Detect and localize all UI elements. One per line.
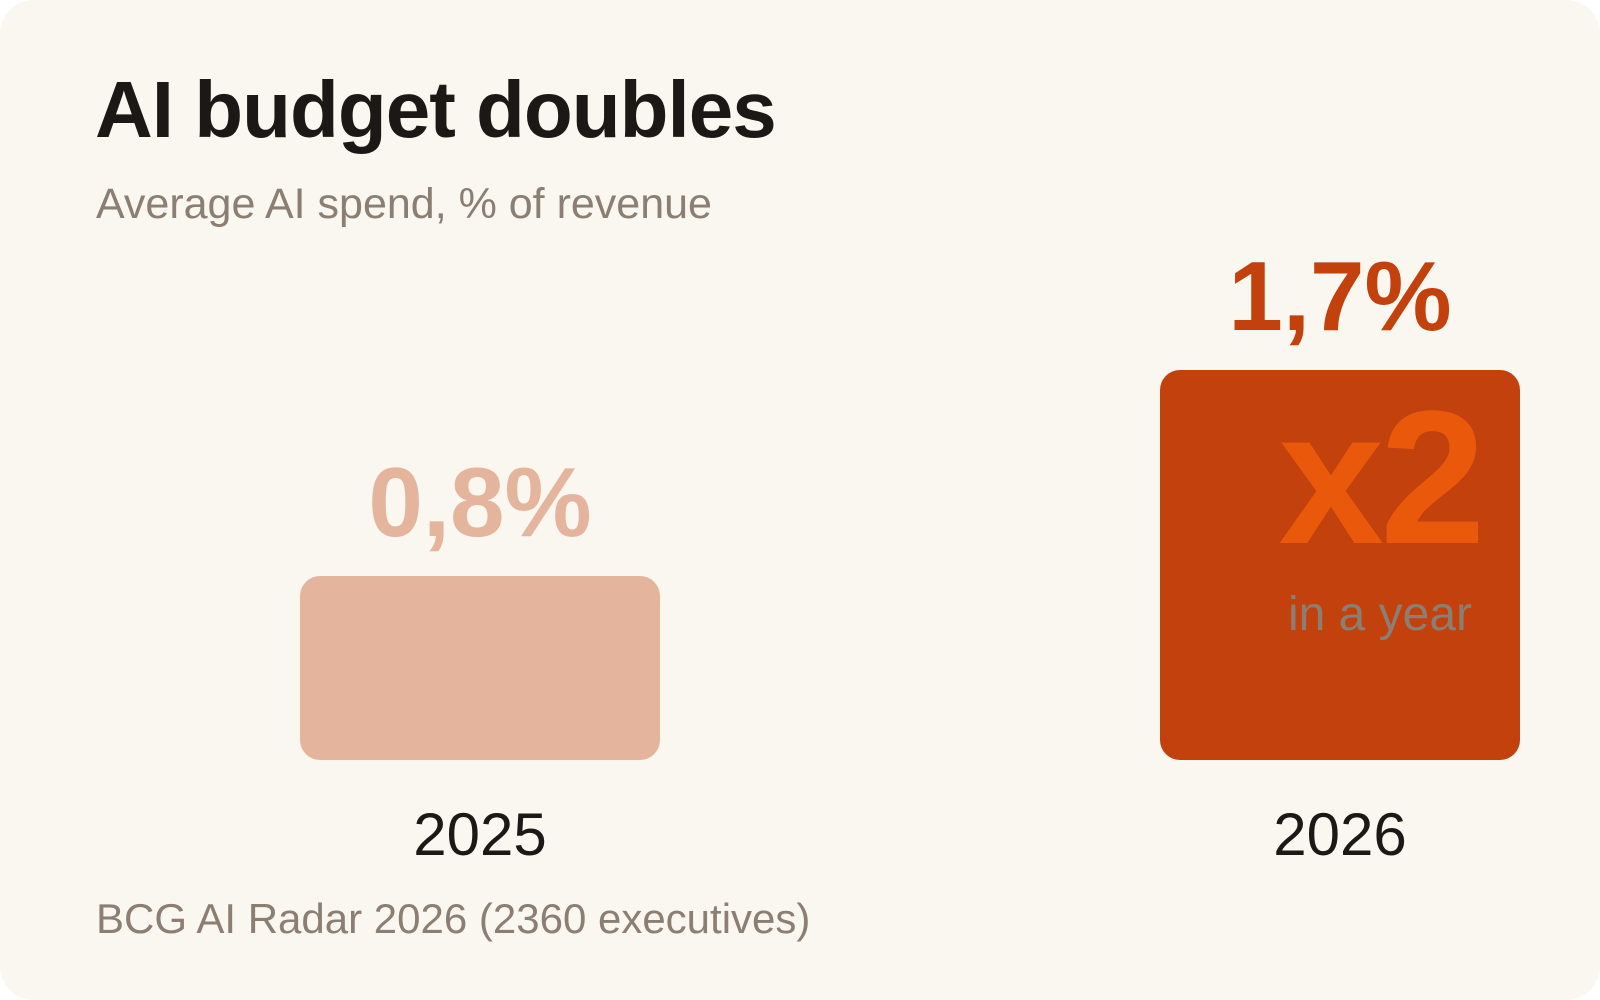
chart-title: AI budget doubles xyxy=(95,65,777,154)
multiplier-label: x2 xyxy=(1278,372,1481,584)
category-label-2025: 2025 xyxy=(413,801,546,868)
category-label-2026: 2026 xyxy=(1273,801,1406,868)
chart-source: BCG AI Radar 2026 (2360 executives) xyxy=(96,895,811,942)
value-label-2025: 0,8% xyxy=(368,447,591,557)
multiplier-note: in a year xyxy=(1288,588,1472,641)
chart-subtitle: Average AI spend, % of revenue xyxy=(96,180,712,228)
value-label-2026: 1,7% xyxy=(1228,241,1451,351)
bar-2025 xyxy=(300,576,660,760)
bar-2026 xyxy=(1160,370,1520,760)
